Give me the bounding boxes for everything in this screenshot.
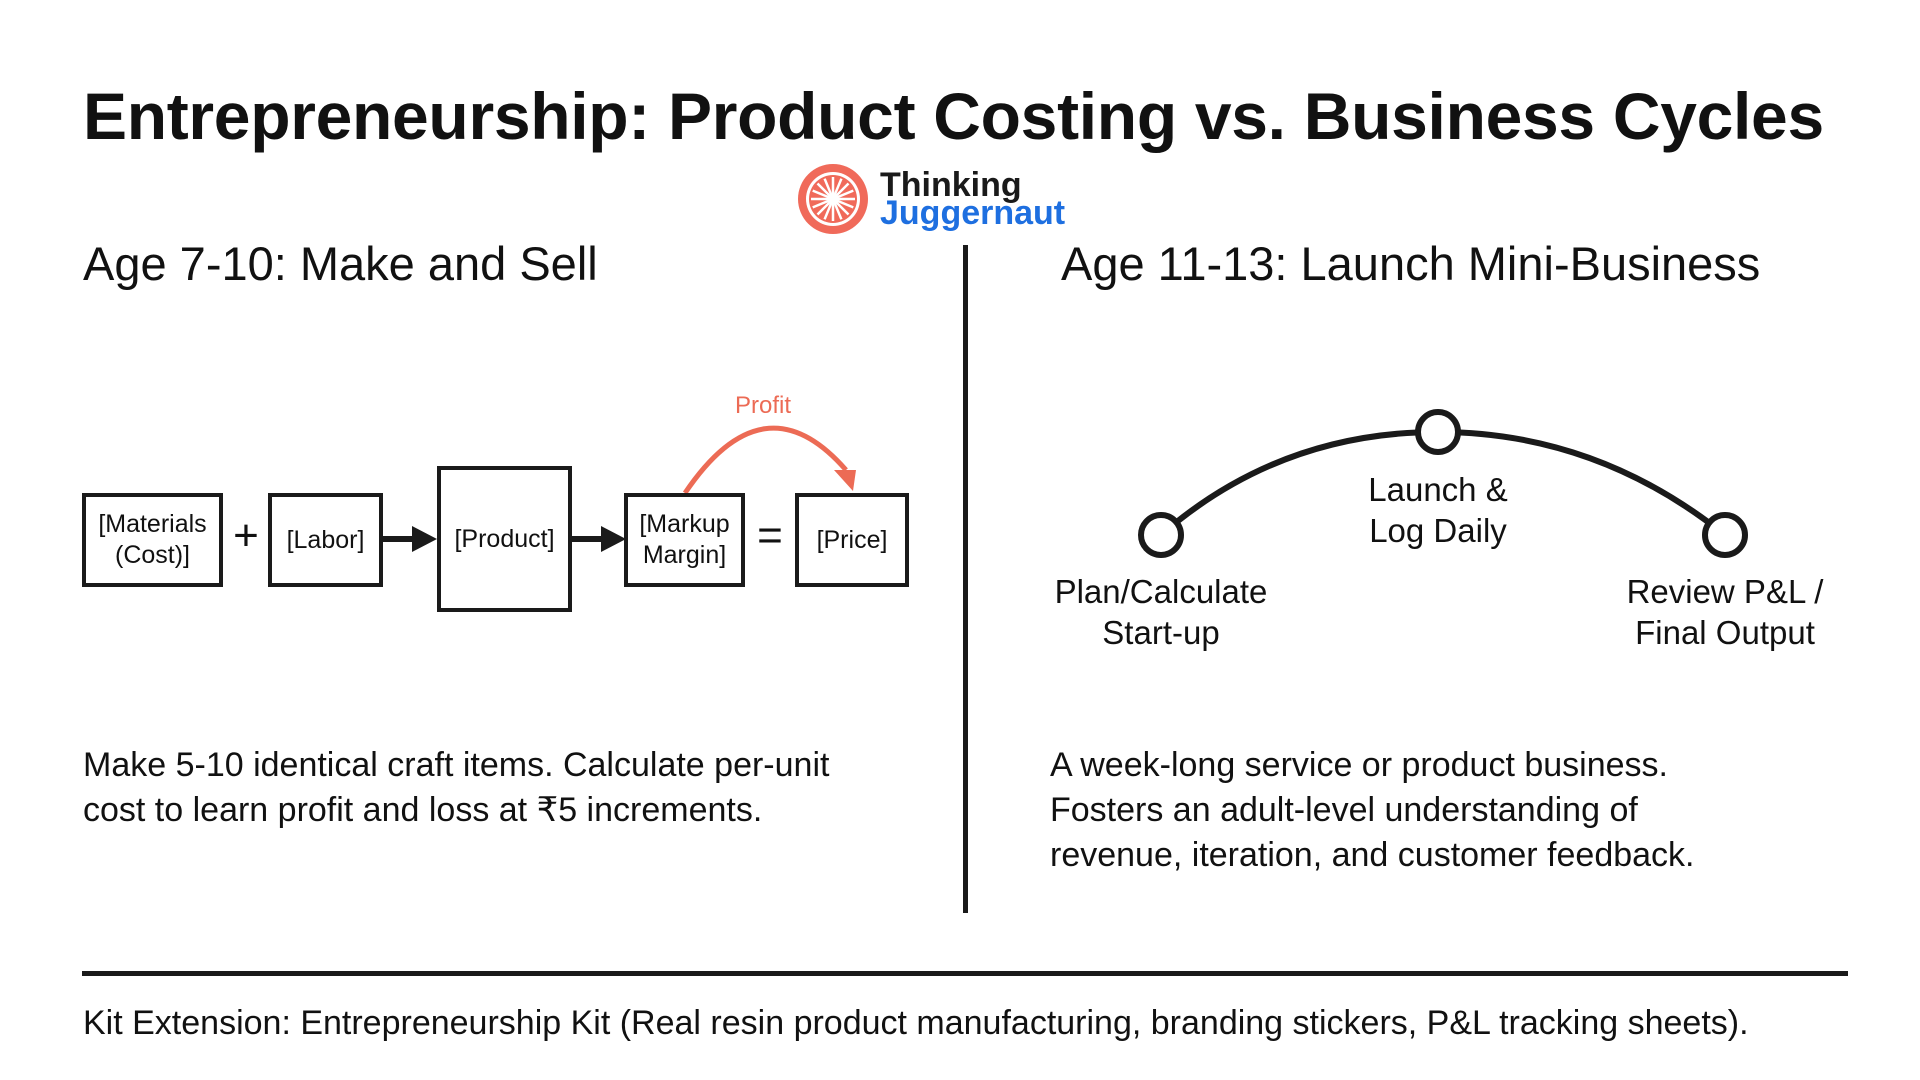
product-box: [Product] <box>437 466 572 612</box>
arrow-product-to-markup <box>572 526 626 552</box>
profit-curve-arrow <box>682 425 856 495</box>
footer-kit-extension: Kit Extension: Entrepreneurship Kit (Rea… <box>83 1004 1749 1042</box>
plus-operator: + <box>233 511 259 560</box>
logo-wordmark-juggernaut: Juggernaut <box>880 194 1066 232</box>
arrow-labor-to-product <box>383 526 437 552</box>
right-description: A week-long service or product business.… <box>1050 746 1695 874</box>
cycle-label-review: Review P&L / Final Output <box>1626 573 1824 651</box>
cycle-node-start <box>1138 512 1184 558</box>
cycle-label-launch: Launch & Log Daily <box>1368 471 1508 549</box>
left-description: Make 5-10 identical craft items. Calcula… <box>83 746 830 829</box>
labor-box: [Labor] <box>268 493 383 587</box>
equals-operator: = <box>757 511 783 560</box>
page-title: Entrepreneurship: Product Costing vs. Bu… <box>83 79 1824 153</box>
materials-cost-box: [Materials (Cost)] <box>82 493 223 587</box>
vertical-divider <box>963 245 968 913</box>
cycle-node-middle <box>1415 409 1461 455</box>
cycle-label-plan: Plan/Calculate Start-up <box>1054 573 1268 651</box>
profit-label: Profit <box>735 392 792 419</box>
price-box: [Price] <box>795 493 909 587</box>
cycle-node-end <box>1702 512 1748 558</box>
right-section-heading: Age 11-13: Launch Mini-Business <box>1061 237 1761 290</box>
footer-divider <box>82 971 1848 976</box>
logo-wordmark-thinking: Thinking <box>880 166 1022 204</box>
markup-margin-box: [Markup Margin] <box>624 493 745 587</box>
left-section-heading: Age 7-10: Make and Sell <box>83 237 598 290</box>
